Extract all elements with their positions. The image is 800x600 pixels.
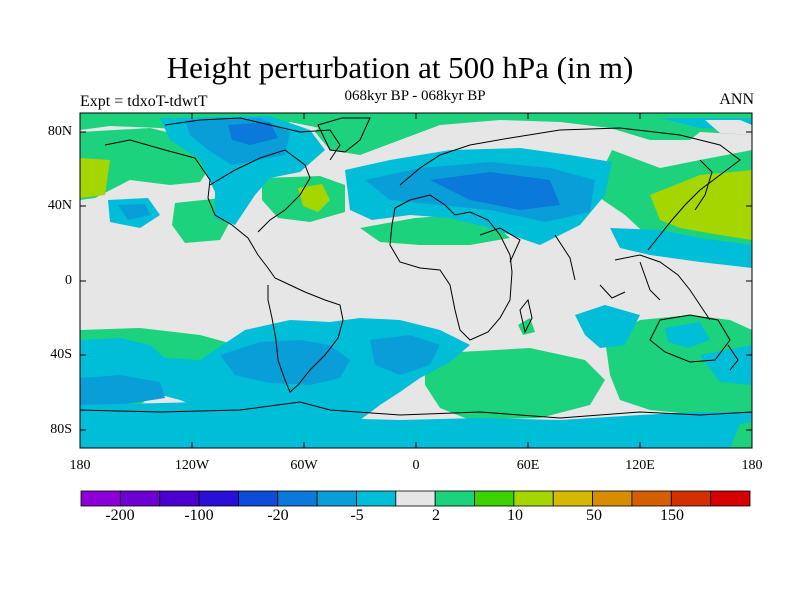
colorbar-box <box>277 490 318 507</box>
colorbar-box <box>670 490 712 507</box>
colorbar-label: -100 <box>184 507 214 524</box>
x-tick-label: 60E <box>516 458 540 473</box>
colorbar <box>80 490 751 507</box>
colorbar-label: -200 <box>105 507 135 524</box>
colorbar-box <box>395 490 436 507</box>
x-tick-label: 180 <box>69 458 91 473</box>
colorbar-box <box>592 490 633 507</box>
x-tick-marks <box>191 113 641 448</box>
colorbar-box <box>80 490 121 507</box>
x-tick-label: 180 <box>741 458 763 473</box>
colorbar-box <box>119 490 161 507</box>
x-tick-label: 0 <box>412 458 420 473</box>
y-tick-label: 80N <box>47 124 72 139</box>
colorbar-box <box>159 490 200 507</box>
colorbar-box <box>552 490 593 507</box>
x-tick-label: 120E <box>625 458 655 473</box>
negative-anomaly-fills <box>80 116 752 448</box>
x-tick-label: 60W <box>290 458 318 473</box>
plot-title: Height perturbation at 500 hPa (in m) <box>166 50 634 85</box>
contour-map <box>80 113 752 448</box>
y-tick-marks <box>80 131 752 431</box>
season-label: ANN <box>719 91 754 108</box>
colorbar-box <box>316 490 357 507</box>
colorbar-box <box>434 490 475 507</box>
y-tick-label: 0 <box>65 273 72 288</box>
colorbar-label: 2 <box>432 507 440 524</box>
colorbar-box <box>356 490 397 507</box>
y-tick-label: 40N <box>47 198 72 213</box>
experiment-label: Expt = tdxoT-tdwtT <box>80 93 208 110</box>
colorbar-box <box>513 490 554 507</box>
x-tick-label: 120W <box>174 458 210 473</box>
colorbar-label: 150 <box>660 507 684 524</box>
colorbar-label: -5 <box>350 507 364 524</box>
colorbar-label: 10 <box>507 507 523 524</box>
colorbar-label: -20 <box>267 507 289 524</box>
colorbar-label: 50 <box>586 507 602 524</box>
colorbar-box <box>198 490 239 507</box>
y-tick-label: 40S <box>50 347 72 362</box>
coastlines <box>80 117 752 419</box>
colorbar-box <box>710 490 751 507</box>
colorbar-box <box>474 490 515 507</box>
y-tick-label: 80S <box>50 422 72 437</box>
colorbar-box <box>238 490 279 507</box>
colorbar-box <box>631 490 672 507</box>
plot-subtitle: 068kyr BP - 068kyr BP <box>344 88 486 104</box>
